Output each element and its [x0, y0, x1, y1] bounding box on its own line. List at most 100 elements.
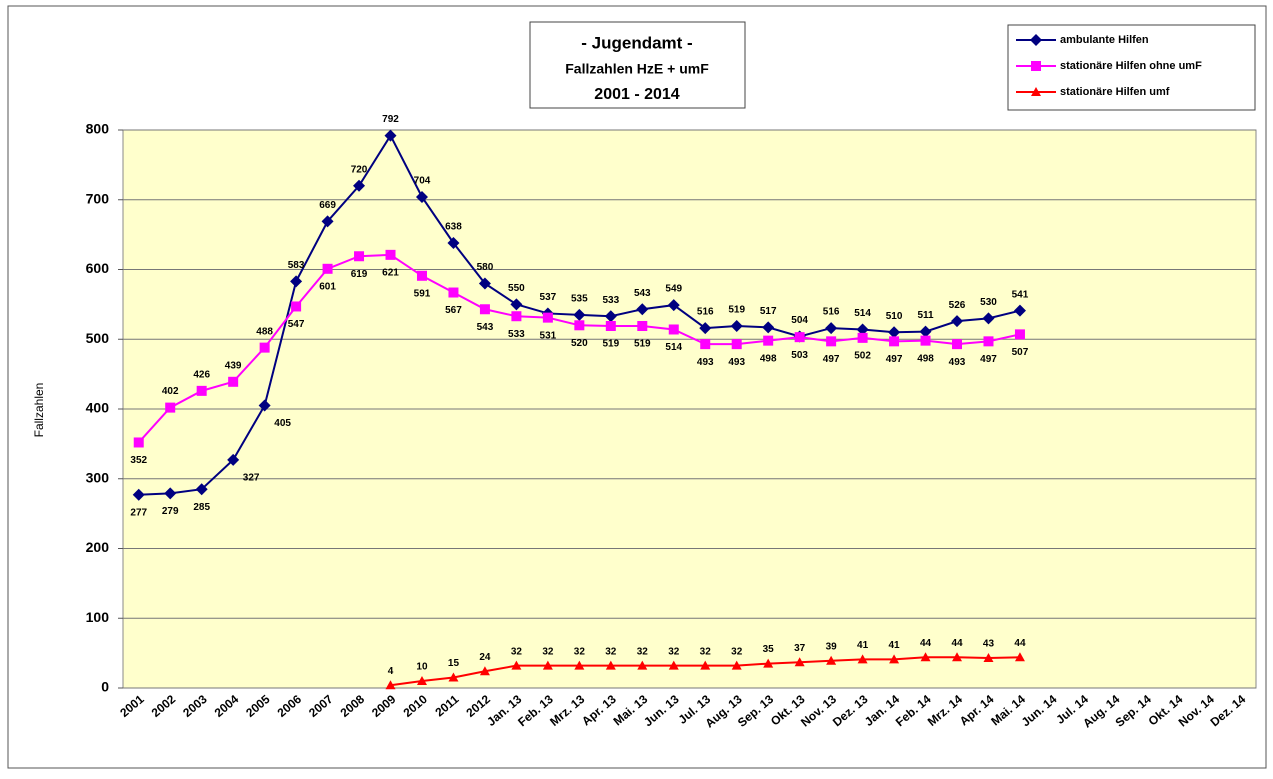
data-label: 507: [1012, 347, 1029, 358]
data-label: 37: [794, 643, 806, 654]
data-label: 520: [571, 338, 588, 349]
data-label: 543: [634, 288, 651, 299]
marker: [511, 311, 522, 322]
marker: [574, 660, 585, 670]
data-label: 583: [288, 260, 305, 271]
data-label: 32: [574, 646, 586, 657]
data-label: 504: [791, 315, 808, 326]
data-label: 44: [951, 638, 963, 649]
data-label: 497: [886, 354, 903, 365]
marker: [857, 332, 868, 343]
marker: [700, 660, 711, 670]
marker: [511, 660, 522, 670]
legend-label: stationäre Hilfen umf: [1060, 86, 1170, 98]
data-label: 619: [351, 269, 368, 280]
marker: [637, 660, 648, 670]
marker: [542, 660, 553, 670]
marker: [573, 308, 586, 321]
marker: [605, 660, 616, 670]
marker: [1014, 329, 1025, 340]
y-tick-label: 700: [86, 190, 110, 206]
data-label: 517: [760, 306, 777, 317]
marker: [478, 277, 491, 290]
data-label: 44: [1014, 638, 1026, 649]
data-label: 405: [274, 418, 291, 429]
data-label: 514: [854, 308, 871, 319]
data-label: 549: [665, 284, 682, 295]
y-tick-label: 0: [101, 679, 109, 695]
marker: [479, 666, 490, 676]
marker: [763, 658, 774, 668]
legend-marker: [1031, 61, 1041, 71]
y-tick-label: 600: [86, 260, 110, 276]
marker: [479, 304, 490, 315]
data-label: 669: [319, 200, 336, 211]
data-label: 10: [416, 662, 428, 673]
data-label: 493: [697, 357, 714, 368]
data-label: 516: [823, 307, 840, 318]
marker: [794, 657, 805, 667]
data-label: 43: [983, 639, 995, 650]
data-label: 543: [477, 322, 494, 333]
marker: [952, 652, 963, 662]
data-label: 503: [791, 350, 808, 361]
legend-marker: [1031, 87, 1041, 96]
data-label: 44: [920, 638, 932, 649]
marker: [952, 339, 963, 350]
legend-label: stationäre Hilfen ohne umF: [1060, 60, 1202, 72]
title-box: [529, 21, 746, 109]
marker: [353, 179, 366, 192]
marker: [604, 310, 617, 323]
marker: [133, 437, 144, 448]
data-label: 567: [445, 305, 462, 316]
marker: [730, 319, 743, 332]
data-label: 277: [130, 507, 147, 518]
data-label: 601: [319, 281, 336, 292]
marker: [826, 336, 837, 347]
data-label: 510: [886, 311, 903, 322]
data-label: 511: [917, 310, 934, 321]
marker: [983, 336, 994, 347]
marker: [951, 315, 964, 328]
data-label: 530: [980, 297, 997, 308]
marker: [415, 190, 428, 203]
data-label: 493: [728, 357, 745, 368]
marker: [983, 653, 994, 663]
data-label: 720: [351, 164, 368, 175]
marker: [354, 251, 365, 262]
legend-marker: [1030, 34, 1042, 46]
data-label: 580: [477, 262, 494, 273]
data-label: 498: [917, 353, 934, 364]
data-label: 591: [414, 288, 431, 299]
marker: [1014, 652, 1025, 662]
data-label: 621: [382, 267, 399, 278]
data-label: 498: [760, 353, 777, 364]
y-tick-label: 200: [86, 539, 110, 555]
chart-title: - Jugendamt -: [581, 33, 692, 52]
data-label: 402: [162, 386, 179, 397]
chart-title: 2001 - 2014: [594, 86, 680, 103]
marker: [700, 339, 711, 350]
data-label: 426: [193, 370, 210, 381]
data-label: 541: [1012, 289, 1029, 300]
marker: [385, 680, 396, 690]
data-label: 32: [731, 646, 743, 657]
marker: [699, 322, 712, 335]
y-tick-label: 500: [86, 330, 110, 346]
chart-title: Fallzahlen HzE + umF: [565, 61, 709, 77]
data-label: 526: [949, 300, 966, 311]
data-label: 32: [542, 646, 554, 657]
marker: [542, 312, 553, 323]
data-label: 533: [602, 295, 619, 306]
data-label: 15: [448, 658, 460, 669]
marker: [228, 376, 239, 387]
marker: [637, 320, 648, 331]
marker: [982, 312, 995, 325]
marker: [290, 275, 303, 288]
marker: [920, 652, 931, 662]
y-tick-label: 400: [86, 400, 110, 416]
data-label: 39: [826, 641, 838, 652]
marker: [416, 270, 427, 281]
data-label: 285: [193, 502, 210, 513]
data-label: 41: [889, 640, 901, 651]
